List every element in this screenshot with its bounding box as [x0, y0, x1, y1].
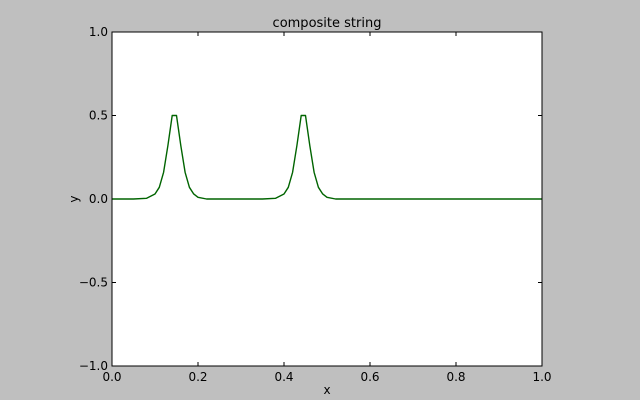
- y-tick-label: −1.0: [79, 359, 108, 373]
- y-axis-label: y: [67, 195, 81, 202]
- y-tick-label: −0.5: [79, 276, 108, 290]
- x-tick-label: 1.0: [532, 370, 551, 384]
- plot-frame: [111, 31, 543, 367]
- x-tick-label: 0.8: [446, 370, 465, 384]
- x-tick-label: 0.0: [102, 370, 121, 384]
- y-tick-label: 1.0: [89, 25, 108, 39]
- x-tick-label: 0.2: [188, 370, 207, 384]
- axis-tick-labels: 0.0 0.2 0.4 0.6 0.8 1.0 −1.0 −0.5 0.0 0.5 1.0: [79, 25, 552, 384]
- chart-title: composite string: [273, 16, 382, 31]
- y-tick-label: 0.5: [89, 109, 108, 123]
- y-tick-label: 0.0: [89, 192, 108, 206]
- x-axis-label: x: [323, 383, 330, 397]
- x-tick-label: 0.4: [274, 370, 293, 384]
- series-line: [112, 114, 542, 200]
- x-tick-label: 0.6: [360, 370, 379, 384]
